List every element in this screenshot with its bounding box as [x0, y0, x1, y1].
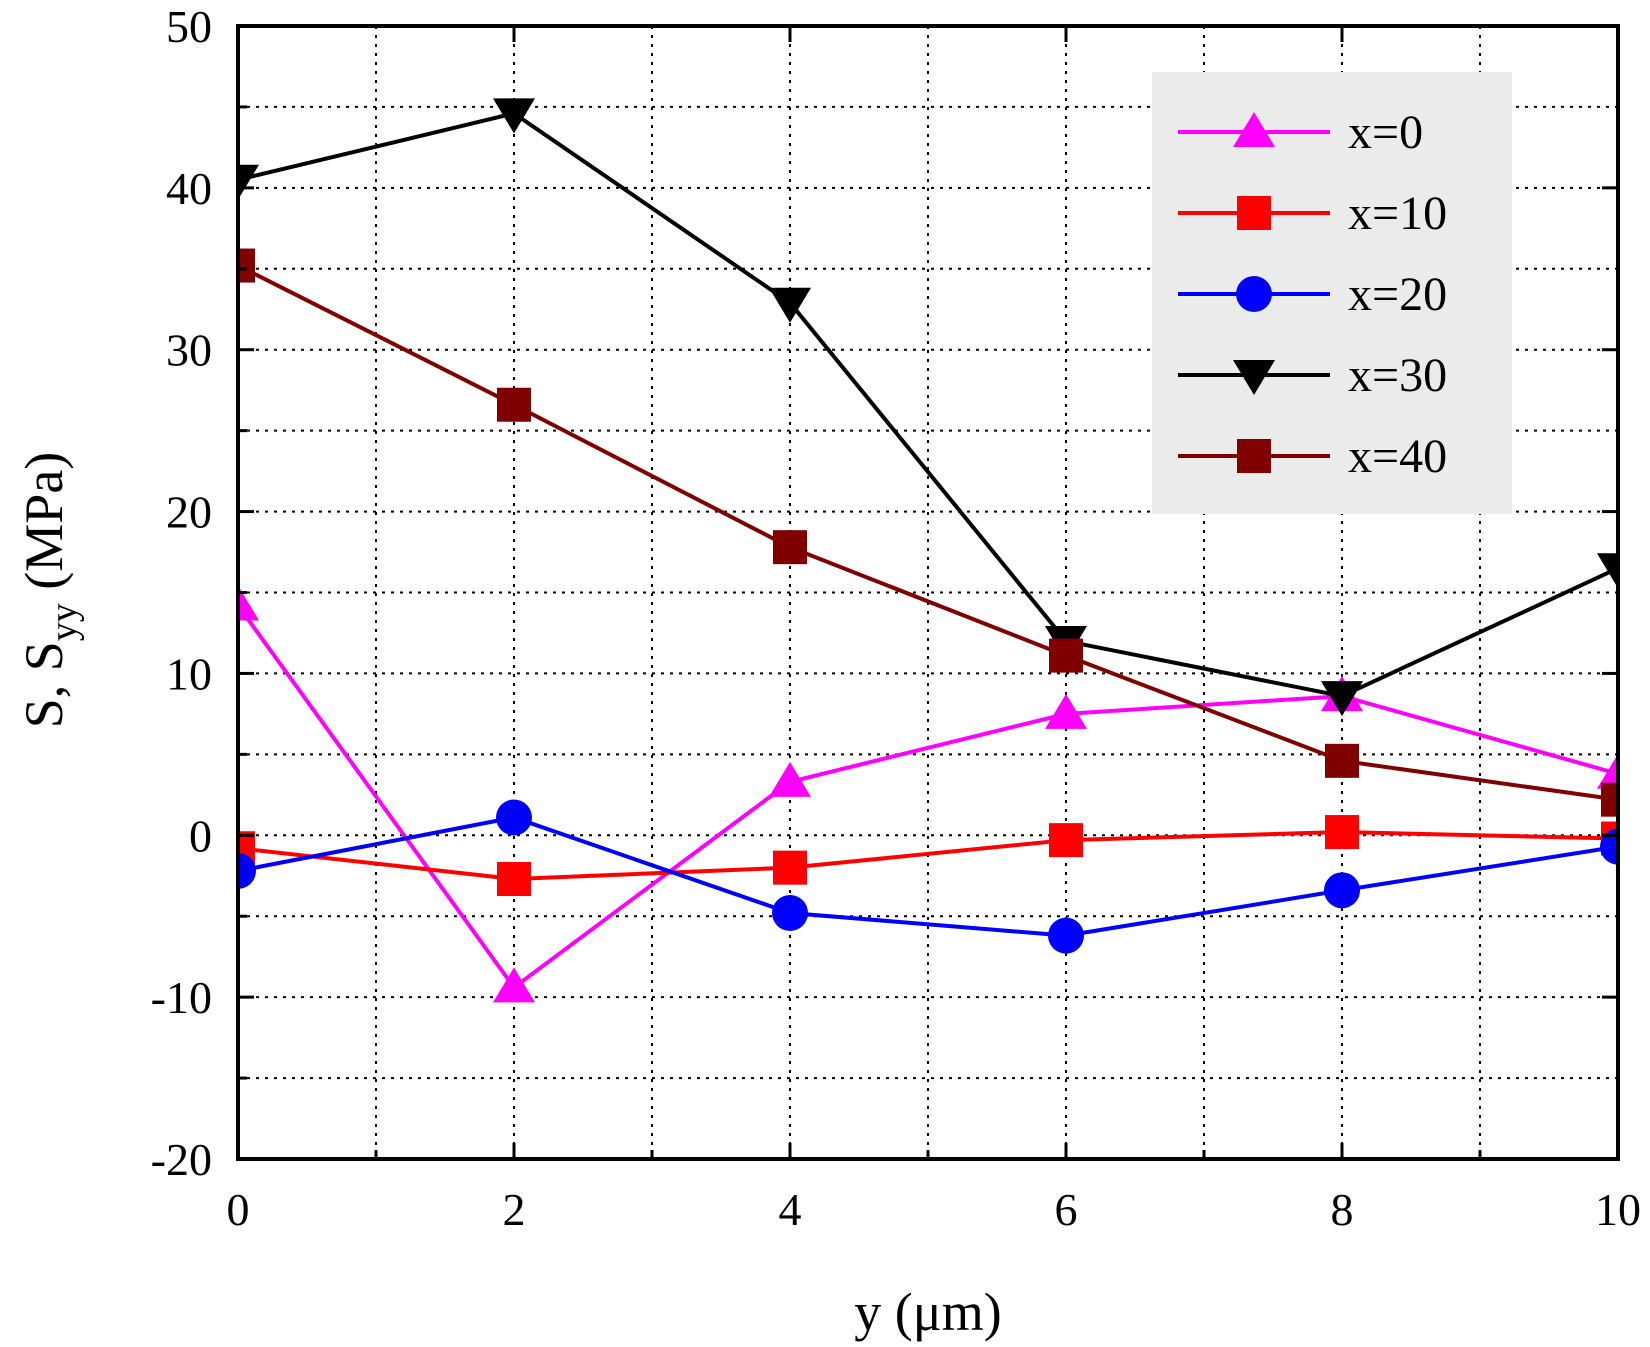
- legend: x=0 x=10 x=20 x=30 x=40: [1152, 72, 1512, 514]
- legend-entry: x=30: [1178, 349, 1447, 402]
- legend-label: x=10: [1348, 187, 1447, 240]
- legend-label: x=20: [1348, 268, 1447, 321]
- series-x-30: [238, 98, 1618, 717]
- x-tick-label: 8: [1331, 1184, 1354, 1235]
- x-axis-title: y (μm): [854, 1282, 1001, 1342]
- series-line: [238, 815, 1618, 938]
- y-tick-label: 30: [166, 325, 212, 376]
- series-line: [238, 111, 1618, 699]
- legend-label: x=30: [1348, 349, 1447, 402]
- data-point: [1324, 872, 1360, 909]
- legend-marker: [1233, 360, 1275, 395]
- series-line: [238, 604, 1618, 991]
- data-point: [1600, 828, 1618, 865]
- legend-entry: x=10: [1178, 187, 1447, 240]
- y-tick-label: 20: [166, 487, 212, 538]
- x-tick-label: 2: [503, 1184, 526, 1235]
- y-tick-label: 0: [189, 810, 212, 861]
- y-axis-title-unit: (MPa): [14, 452, 74, 603]
- y-tick-label: 40: [166, 163, 212, 214]
- legend-marker: [1237, 196, 1271, 230]
- data-point: [1049, 638, 1083, 673]
- data-point: [1325, 815, 1359, 850]
- legend-label: x=40: [1348, 430, 1447, 483]
- legend-marker: [1233, 112, 1275, 147]
- series-line: [238, 263, 1618, 802]
- y-tick-label: -20: [151, 1134, 212, 1185]
- data-point: [773, 850, 807, 885]
- data-point: [496, 799, 532, 836]
- legend-entry: x=0: [1178, 106, 1423, 159]
- y-tick-label: 50: [166, 1, 212, 52]
- data-point: [238, 585, 259, 621]
- data-point: [773, 530, 807, 565]
- axis-ticks: [236, 24, 1620, 1161]
- x-tick-label: 6: [1055, 1184, 1078, 1235]
- data-point: [769, 287, 811, 323]
- data-point: [497, 387, 531, 422]
- series-x-40: [238, 248, 1618, 817]
- legend-label: x=0: [1348, 106, 1423, 159]
- data-point: [238, 164, 259, 200]
- data-point: [238, 248, 255, 283]
- series-layer: [238, 98, 1618, 1003]
- series-line: [238, 830, 1618, 881]
- x-tick-label: 0: [227, 1184, 250, 1235]
- legend-entry: x=20: [1178, 268, 1447, 321]
- series-x-10: [238, 815, 1618, 896]
- legend-entry: x=40: [1178, 430, 1447, 483]
- y-axis-title-subscript: yy: [43, 603, 85, 641]
- y-tick-label: -10: [151, 972, 212, 1023]
- legend-marker: [1236, 276, 1272, 312]
- data-point: [1049, 823, 1083, 858]
- y-axis-title: S, Syy (MPa): [14, 452, 85, 729]
- data-point: [493, 98, 535, 134]
- data-point: [1601, 782, 1618, 817]
- data-point: [497, 861, 531, 896]
- data-point: [1045, 693, 1087, 729]
- x-tick-label: 4: [779, 1184, 802, 1235]
- data-point: [1048, 917, 1084, 954]
- series-x-20: [238, 799, 1618, 954]
- data-point: [1325, 743, 1359, 778]
- data-point: [1597, 553, 1618, 589]
- data-point: [1597, 753, 1618, 789]
- data-point: [493, 967, 535, 1003]
- data-point: [1321, 681, 1363, 717]
- x-tick-label: 10: [1595, 1184, 1641, 1235]
- legend-marker: [1237, 439, 1271, 473]
- y-tick-label: 10: [166, 648, 212, 699]
- tick-labels: 0 2 4 6 8 10 -20 -10 0 10 20 30 40 50: [151, 1, 1641, 1235]
- y-axis-title-main: S, S: [14, 641, 74, 728]
- data-point: [772, 894, 808, 931]
- data-point: [769, 761, 811, 797]
- data-point: [238, 852, 256, 889]
